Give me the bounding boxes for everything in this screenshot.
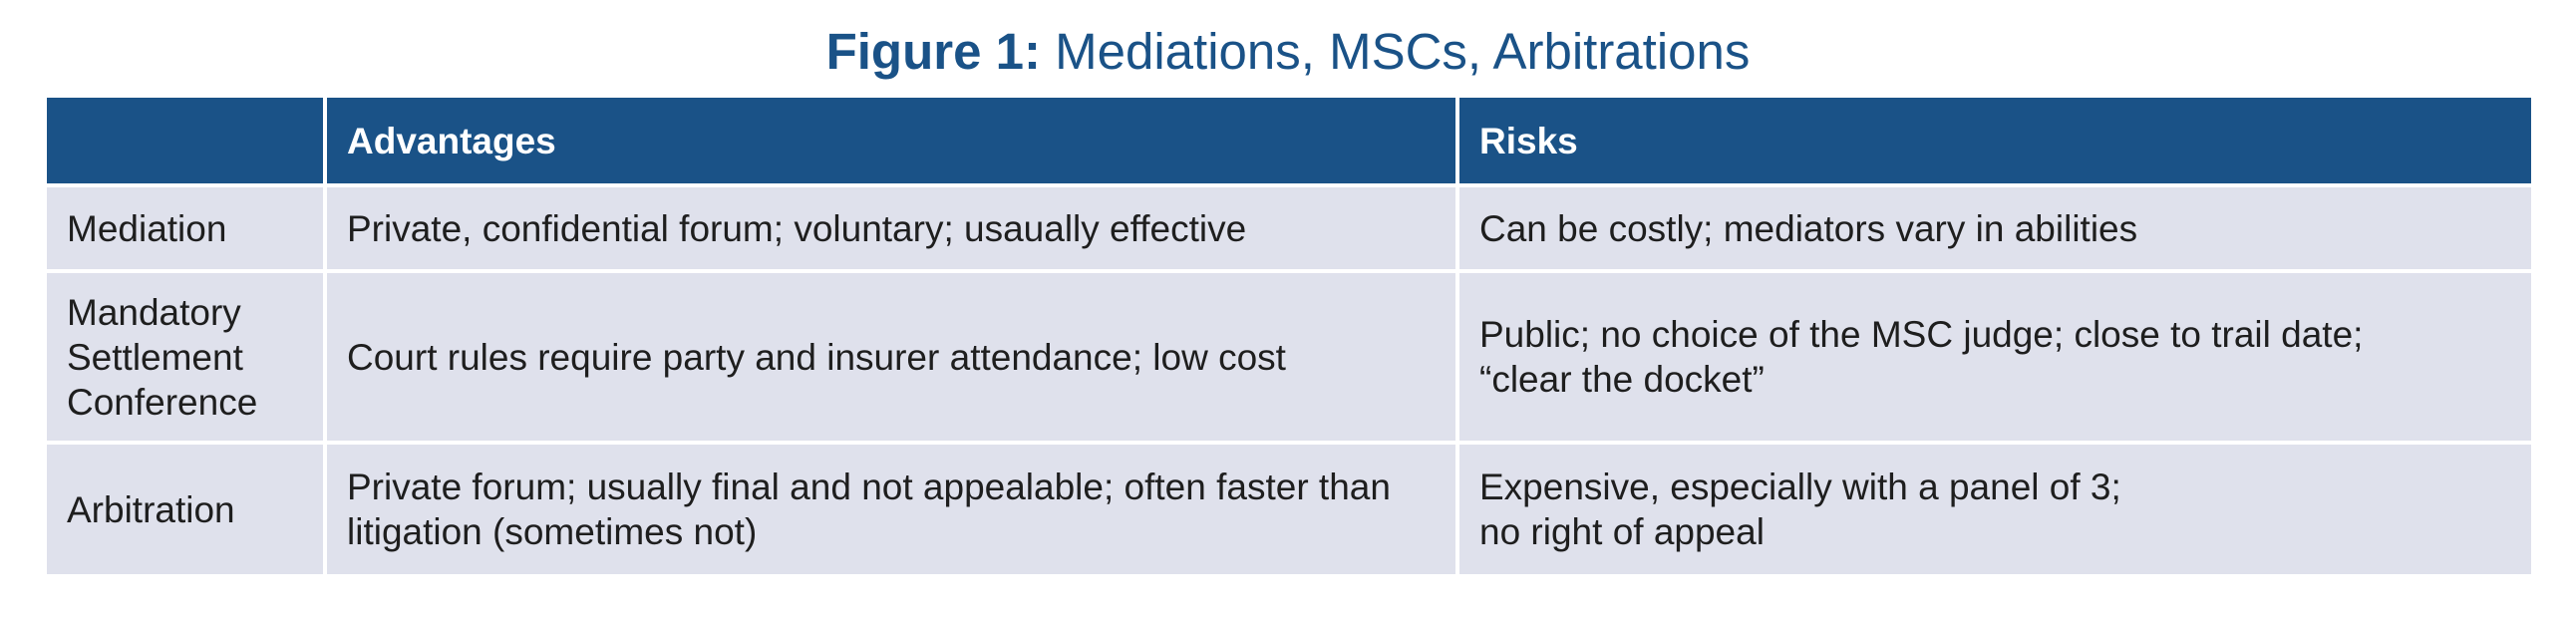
risks-cell: Public; no choice of the MSC judge; clos…: [1455, 269, 2531, 445]
header-advantages: Advantages: [323, 98, 1459, 187]
header-empty-cell: [47, 98, 327, 187]
table-row-arbitration: Arbitration Private forum; usually final…: [47, 441, 2531, 574]
advantages-cell: Private forum; usually final and not app…: [323, 441, 1459, 574]
row-label-line: Mandatory: [67, 291, 241, 333]
table-row-msc: Mandatory Settlement Conference Court ru…: [47, 269, 2531, 445]
header-risks: Risks: [1455, 98, 2531, 187]
risks-cell: Expensive, especially with a panel of 3;…: [1455, 441, 2531, 574]
risks-text-line: “clear the docket”: [1479, 359, 1765, 400]
row-label: Mediation: [67, 207, 227, 249]
risks-text: Can be costly; mediators vary in abiliti…: [1479, 207, 2138, 249]
advantages-text: Private, confidential forum; voluntary; …: [347, 207, 1247, 249]
advantages-text: Court rules require party and insurer at…: [347, 336, 1286, 378]
risks-text-line: Public; no choice of the MSC judge; clos…: [1479, 314, 2364, 355]
advantages-text: Private forum; usually final and not app…: [347, 467, 1391, 552]
figure-title-text: Mediations, MSCs, Arbitrations: [1040, 23, 1751, 80]
row-label-line: Settlement: [67, 336, 243, 378]
row-label-cell: Mandatory Settlement Conference: [47, 269, 327, 445]
row-label-line: Conference: [67, 381, 258, 423]
advantages-cell: Private, confidential forum; voluntary; …: [323, 183, 1459, 273]
row-label-cell: Arbitration: [47, 441, 327, 574]
comparison-table: Advantages Risks Mediation Private, conf…: [47, 98, 2531, 574]
advantages-cell: Court rules require party and insurer at…: [323, 269, 1459, 445]
figure-title-prefix: Figure 1:: [825, 23, 1041, 80]
risks-cell: Can be costly; mediators vary in abiliti…: [1455, 183, 2531, 273]
row-label: Arbitration: [67, 488, 235, 530]
risks-text-line: no right of appeal: [1479, 511, 1765, 552]
table-header-row: Advantages Risks: [47, 98, 2531, 187]
row-label-cell: Mediation: [47, 183, 327, 273]
risks-text-line: Expensive, especially with a panel of 3;: [1479, 467, 2121, 507]
figure-title: Figure 1: Mediations, MSCs, Arbitrations: [0, 14, 2576, 90]
table-row-mediation: Mediation Private, confidential forum; v…: [47, 183, 2531, 273]
